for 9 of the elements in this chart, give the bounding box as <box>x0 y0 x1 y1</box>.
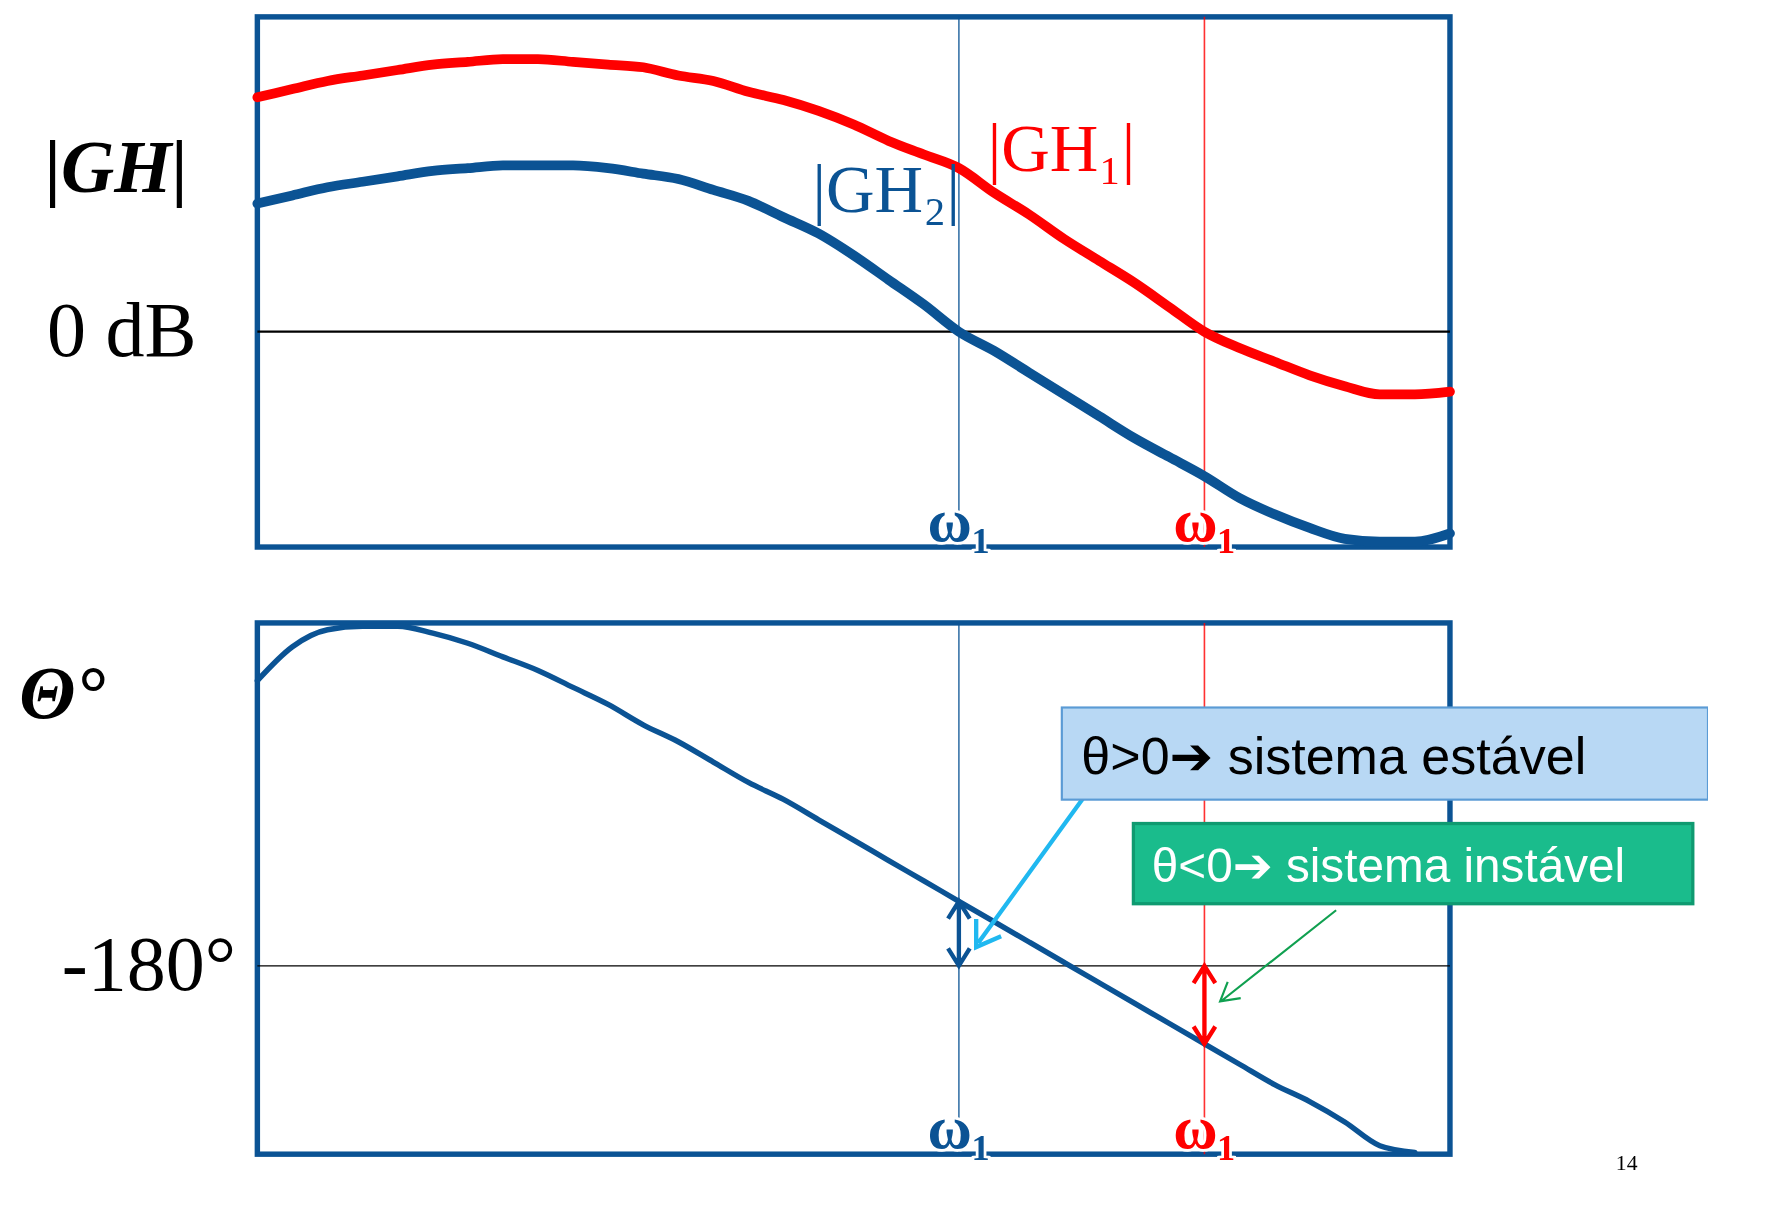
series-label: |GH₂| <box>812 152 960 228</box>
text: 14 <box>1615 1151 1638 1176</box>
text: 0 dB <box>47 285 197 373</box>
y-axis-title: |GH| <box>44 126 188 209</box>
series-label: |GH₁| <box>987 111 1136 187</box>
text: -180° <box>61 919 237 1007</box>
annotation: θ>0➔ sistema estável <box>1081 726 1587 785</box>
annotation: θ<0➔ sistema instável <box>1151 839 1626 893</box>
y-axis-title: Θ° <box>19 652 106 735</box>
